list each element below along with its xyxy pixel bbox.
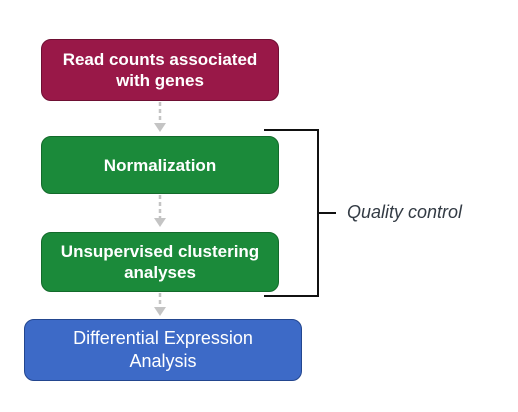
quality-control-label: Quality control	[347, 202, 463, 222]
differential-label-line1: Differential Expression	[73, 328, 253, 348]
normalization-step: Normalization	[41, 136, 279, 194]
arrow-normalization-to-clustering	[154, 195, 166, 227]
arrow-read-to-normalization	[154, 102, 166, 132]
differential-expression-step: Differential Expression Analysis	[24, 319, 302, 381]
arrow-clustering-to-differential	[154, 293, 166, 316]
clustering-label-line1: Unsupervised clustering	[60, 242, 260, 261]
read-counts-label-line2: with genes	[116, 71, 204, 90]
clustering-step: Unsupervised clustering analyses	[41, 232, 279, 292]
read-counts-step: Read counts associated with genes	[41, 39, 279, 101]
normalization-label: Normalization	[103, 155, 217, 175]
clustering-label-line2: analyses	[124, 263, 196, 282]
read-counts-label-line1: Read counts associated	[62, 50, 258, 69]
differential-label-line2: Analysis	[129, 351, 197, 371]
